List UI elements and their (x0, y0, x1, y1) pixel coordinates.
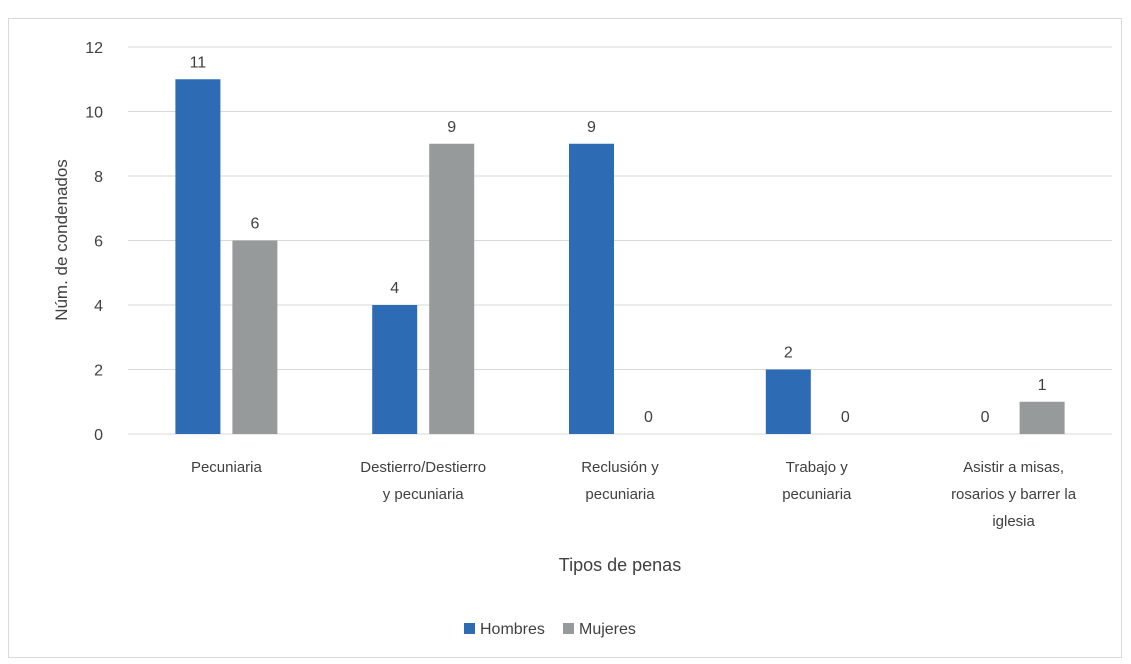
x-tick-label: pecuniaria (585, 486, 655, 503)
bar-mujeres (429, 143, 475, 434)
data-label: 1 (1038, 377, 1047, 394)
y-tick-label: 12 (85, 40, 103, 57)
x-tick-label: Pecuniaria (191, 459, 263, 476)
y-tick-label: 4 (94, 298, 103, 315)
x-axis-label: Tipos de penas (559, 555, 681, 575)
bar-hombres (372, 305, 418, 434)
y-tick-label: 8 (94, 169, 103, 186)
y-tick-label: 0 (94, 427, 103, 444)
data-labels: 11 6 4 9 9 0 2 0 0 1 (190, 54, 1047, 426)
x-tick-label: y pecuniaria (383, 486, 465, 503)
bars (175, 79, 1065, 434)
y-axis-ticks: 0 2 4 6 8 10 12 (85, 40, 103, 444)
y-tick-label: 2 (94, 363, 103, 380)
legend-label: Mujeres (579, 621, 636, 638)
bar-mujeres (1019, 401, 1065, 434)
bar-hombres (175, 79, 221, 434)
legend-swatch-mujeres (563, 623, 574, 634)
legend-swatch-hombres (464, 623, 475, 634)
data-label: 6 (250, 216, 259, 233)
data-label: 0 (981, 409, 990, 426)
y-tick-label: 10 (85, 105, 103, 122)
data-label: 4 (390, 280, 399, 297)
data-label: 9 (587, 119, 596, 136)
y-tick-label: 6 (94, 234, 103, 251)
bar-mujeres (232, 240, 278, 434)
data-label: 11 (190, 54, 207, 71)
legend-label: Hombres (480, 621, 545, 638)
bar-hombres (765, 369, 811, 434)
x-tick-label: pecuniaria (782, 486, 852, 503)
y-axis-label: Núm. de condenados (52, 159, 71, 321)
x-axis-ticks: Pecuniaria Destierro/Destierro y pecuniari… (191, 459, 1077, 530)
x-tick-label: Destierro/Destierro (360, 459, 486, 476)
x-tick-label: Reclusión y (581, 459, 659, 476)
gridlines (128, 46, 1112, 435)
bar-hombres (569, 143, 614, 434)
x-tick-label: Asistir a misas, (963, 459, 1064, 476)
data-label: 0 (841, 409, 850, 426)
data-label: 0 (644, 409, 653, 426)
legend: Hombres Mujeres (464, 621, 636, 638)
data-label: 9 (447, 119, 456, 136)
data-label: 2 (784, 345, 793, 362)
x-tick-label: Trabajo y (786, 459, 848, 476)
x-tick-label: iglesia (992, 513, 1035, 530)
x-tick-label: rosarios y barrer la (951, 486, 1077, 503)
